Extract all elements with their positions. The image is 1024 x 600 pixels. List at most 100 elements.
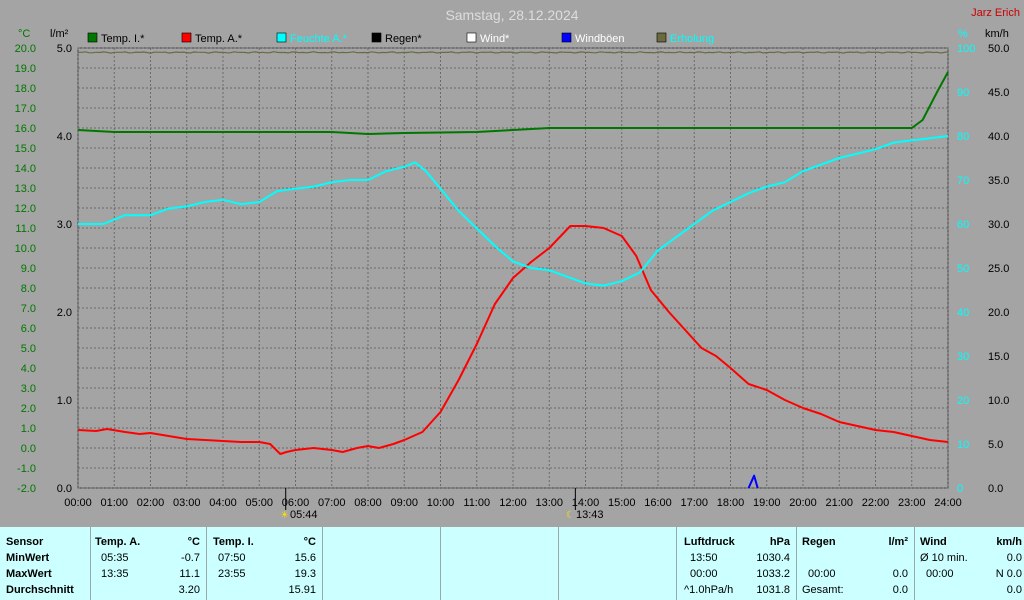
x-tick-label: 18:00 [717, 497, 745, 509]
series-feuchte-a-line [78, 135, 949, 287]
humidity-tick-label: 70 [957, 175, 969, 187]
temp-tick-label: -2.0 [17, 483, 36, 495]
temp-tick-label: 3.0 [21, 383, 36, 395]
pressure-unit: hPa [769, 536, 790, 548]
legend-swatch [371, 32, 382, 43]
sunrise-marker: ☀ 05:44 [280, 509, 318, 521]
rain-tick-label: 3.0 [57, 219, 72, 231]
x-tick-label: 00:00 [64, 497, 92, 509]
rain-tick-label: 4.0 [57, 131, 72, 143]
temp-tick-label: 9.0 [21, 263, 36, 275]
unit-rain-label: l/m² [50, 28, 69, 40]
pressure-avg-value: 1031.8 [756, 584, 790, 596]
row-label-min: MinWert [6, 552, 50, 564]
x-tick-label: 15:00 [608, 497, 636, 509]
moon-icon: ☾ [566, 510, 575, 521]
temp-i-min-time: 07:50 [218, 552, 246, 564]
pressure-min-value: 1030.4 [756, 552, 790, 564]
x-tick-label: 17:00 [680, 497, 708, 509]
wind-tick-label: 50.0 [988, 43, 1009, 55]
series-windb-en-line [747, 474, 759, 489]
temp-tick-label: 11.0 [15, 223, 36, 235]
temp-tick-label: 2.0 [21, 403, 36, 415]
x-tick-label: 07:00 [318, 497, 346, 509]
legend-item: Wind* [466, 32, 510, 45]
wind-tick-label: 5.0 [988, 439, 1003, 451]
temp-i-max-time: 23:55 [218, 568, 246, 580]
temp-a-unit: °C [187, 536, 200, 548]
rain-max-time: 00:00 [808, 568, 836, 580]
humidity-tick-label: 80 [957, 131, 969, 143]
x-tick-label: 24:00 [934, 497, 962, 509]
x-tick-label: 11:00 [463, 497, 490, 509]
temp-a-min-value: -0.7 [181, 552, 200, 564]
legend-label: Regen* [385, 33, 422, 45]
wind-avg-value: 0.0 [1006, 552, 1022, 564]
x-tick-label: 04:00 [209, 497, 237, 509]
sunrise-time: 05:44 [290, 509, 318, 521]
row-label-max: MaxWert [6, 568, 52, 580]
sunset-marker: ☾ 13:43 [566, 509, 604, 521]
x-tick-label: 14:00 [572, 497, 600, 509]
temp-i-max-value: 19.3 [294, 568, 316, 580]
temp-tick-label: 13.0 [15, 183, 36, 195]
temp-tick-label: 5.0 [21, 343, 36, 355]
temp-tick-label: 14.0 [15, 163, 36, 175]
x-tick-label: 19:00 [753, 497, 781, 509]
chart-title: Samstag, 28.12.2024 [445, 7, 578, 23]
legend-swatch [561, 32, 572, 43]
temp-tick-label: 17.0 [15, 103, 36, 115]
wind-tick-label: 15.0 [988, 351, 1009, 363]
humidity-tick-label: 30 [957, 351, 969, 363]
temp-a-avg-value: 3.20 [178, 584, 200, 596]
rain-tick-label: 5.0 [57, 43, 72, 55]
x-tick-label: 13:00 [535, 497, 563, 509]
axis-labels: 20.0 19.0 18.0 17.0 16.0 15.0 14.0 13.0 12.0 11.0… [15, 43, 1010, 509]
sensor-header: Sensor [6, 536, 44, 548]
pressure-header: Luftdruck [684, 536, 735, 548]
grid [77, 47, 949, 489]
x-tick-label: 06:00 [282, 497, 310, 509]
temp-i-unit: °C [303, 536, 316, 548]
legend-item: Erholung [656, 32, 714, 45]
legend-swatch [466, 32, 477, 43]
rain-tick-label: 1.0 [57, 395, 72, 407]
temp-tick-label: 10.0 [15, 243, 36, 255]
station-name: Jarz Erich [971, 7, 1020, 19]
stats-table: Sensor MinWert MaxWert Durchschnitt Temp… [0, 527, 1024, 600]
wind-unit: km/h [996, 536, 1022, 548]
temp-i-min-value: 15.6 [294, 552, 316, 564]
legend-label: Wind* [480, 33, 510, 45]
x-tick-label: 16:00 [644, 497, 672, 509]
wind-header: Wind [920, 536, 947, 548]
temp-tick-label: 18.0 [15, 83, 36, 95]
wind-tick-label: 10.0 [988, 395, 1009, 407]
x-tick-label: 22:00 [862, 497, 890, 509]
series-temp-a-line [77, 225, 949, 455]
temp-i-header: Temp. I. [213, 536, 254, 548]
temp-tick-label: 12.0 [15, 203, 36, 215]
legend-swatch [656, 32, 667, 43]
legend-swatch [181, 32, 192, 43]
temp-i-avg-value: 15.91 [288, 584, 316, 596]
pressure-min-time: 13:50 [690, 552, 718, 564]
rain-total-value: 0.0 [892, 584, 908, 596]
unit-humidity-label: % [958, 28, 968, 40]
x-tick-label: 21:00 [825, 497, 853, 509]
wind-avg-label: Ø 10 min. [920, 552, 968, 564]
series-erholung-line [77, 51, 949, 54]
row-label-avg: Durchschnitt [6, 584, 74, 596]
temp-tick-label: 7.0 [21, 303, 36, 315]
pressure-max-value: 1033.2 [756, 568, 790, 580]
x-tick-label: 12:00 [499, 497, 527, 509]
legend-label: Temp. A.* [195, 33, 243, 45]
temp-tick-label: 1.0 [21, 423, 36, 435]
weather-chart: 20.0 19.0 18.0 17.0 16.0 15.0 14.0 13.0 12.0 11.0… [14, 7, 1020, 521]
temp-tick-label: 19.0 [15, 63, 36, 75]
temp-a-max-value: 11.1 [179, 568, 200, 580]
legend-item: Temp. I.* [87, 32, 145, 45]
x-tick-label: 20:00 [789, 497, 817, 509]
temp-tick-label: 16.0 [15, 123, 36, 135]
series-temp-i-line [77, 71, 949, 135]
wind-tick-label: 25.0 [988, 263, 1009, 275]
